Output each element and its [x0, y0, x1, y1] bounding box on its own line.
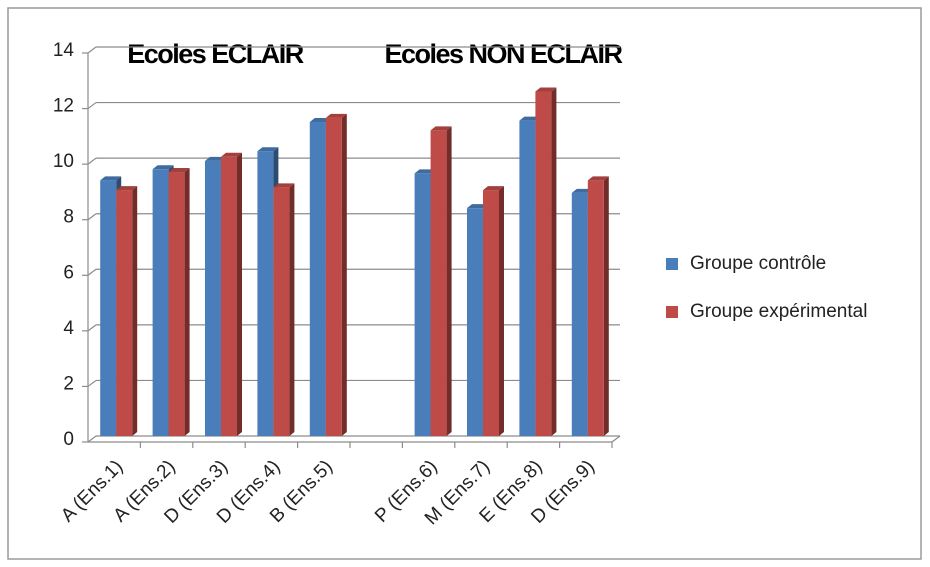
annotation: Ecoles NON ECLAIR	[384, 39, 622, 69]
bar	[467, 208, 483, 436]
bar-top	[221, 152, 242, 157]
bar-side	[132, 186, 138, 436]
bar-side	[551, 87, 557, 436]
bar	[309, 122, 326, 437]
bar	[483, 190, 499, 436]
bar-top	[325, 113, 347, 118]
y-tick-label: 14	[53, 40, 75, 61]
bar-top	[430, 126, 452, 131]
bar-side	[499, 186, 504, 436]
bar-side	[341, 113, 347, 436]
grid-line	[87, 324, 97, 332]
bar	[325, 117, 342, 436]
bar	[519, 120, 536, 436]
bar	[571, 192, 588, 436]
bar	[257, 151, 274, 437]
grid-line	[87, 268, 97, 276]
grid-line	[87, 379, 97, 387]
bar-top	[414, 169, 436, 174]
grid-line	[87, 157, 97, 165]
bar-side	[446, 126, 452, 436]
y-tick-label: 0	[63, 429, 74, 450]
legend-swatch	[666, 258, 678, 270]
bar-top	[309, 118, 331, 123]
bar-side	[289, 183, 295, 436]
bar	[100, 180, 117, 436]
bar	[152, 169, 169, 436]
grid-line	[87, 46, 97, 54]
bar-top	[519, 116, 541, 121]
grid-line	[87, 102, 97, 110]
y-tick-label: 8	[63, 207, 74, 228]
bar-top	[535, 87, 557, 92]
bar-top	[483, 186, 504, 191]
bar-top	[152, 165, 174, 170]
y-tick-label: 2	[63, 373, 74, 394]
y-tick-label: 4	[63, 318, 74, 339]
bar-top	[587, 176, 609, 181]
legend-swatch	[666, 306, 678, 318]
axis-floor	[611, 435, 621, 443]
legend-label: Groupe contrôle	[690, 253, 826, 274]
bar-top	[257, 147, 279, 152]
y-tick-label: 12	[53, 96, 74, 117]
bar	[205, 160, 221, 436]
bar	[414, 173, 431, 437]
bar-side	[184, 168, 190, 437]
bar	[273, 187, 290, 436]
bar	[221, 156, 237, 436]
y-tick-label: 6	[63, 262, 74, 283]
bar	[587, 180, 604, 436]
grid-line	[87, 435, 97, 443]
bar-top	[571, 188, 593, 193]
legend-label: Groupe expérimental	[690, 301, 867, 322]
bar	[168, 172, 185, 437]
bar-top	[205, 156, 226, 161]
bar-side	[603, 176, 609, 436]
annotation: Ecoles ECLAIR	[127, 39, 304, 69]
y-tick-label: 10	[53, 151, 74, 172]
bar-top	[273, 183, 295, 188]
bar-top	[467, 204, 488, 209]
bar-side	[237, 152, 242, 436]
bar	[116, 190, 133, 436]
bar-top	[116, 186, 138, 191]
bar-top	[100, 176, 122, 181]
bar	[535, 91, 552, 436]
grid-line	[87, 213, 97, 221]
bar-top	[168, 168, 190, 173]
bar	[430, 130, 447, 436]
